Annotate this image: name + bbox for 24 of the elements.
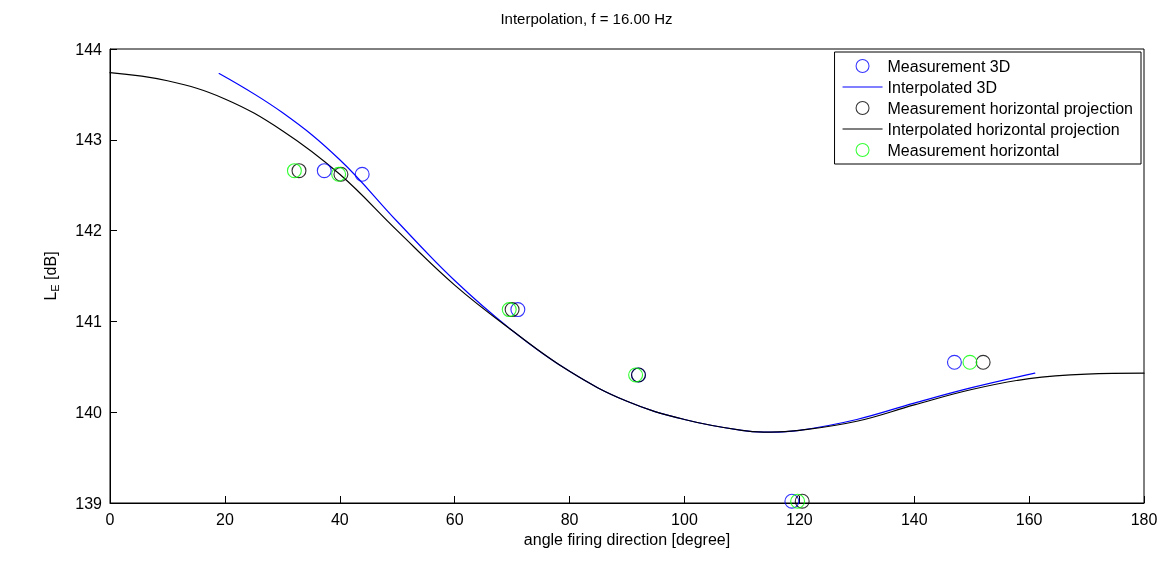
legend-label: Interpolated horizontal projection xyxy=(887,120,1120,138)
chart-title: Interpolation, f = 16.00 Hz xyxy=(500,10,673,27)
x-tick-label: 40 xyxy=(330,510,349,528)
x-tick-label: 20 xyxy=(215,510,234,528)
x-tick-label: 100 xyxy=(671,510,698,528)
x-tick-label: 80 xyxy=(560,510,579,528)
legend-label: Measurement horizontal xyxy=(887,141,1060,159)
x-axis-title: angle firing direction [degree] xyxy=(523,531,731,549)
legend-label: Interpolated 3D xyxy=(887,78,997,96)
x-tick-label: 120 xyxy=(785,510,813,528)
legend-label: Measurement horizontal projection xyxy=(887,99,1134,117)
y-tick-label: 142 xyxy=(75,222,103,240)
y-tick-label: 143 xyxy=(75,131,103,149)
legend-label: Measurement 3D xyxy=(887,57,1011,75)
x-tick-label: 160 xyxy=(1015,510,1043,528)
x-tick-label: 140 xyxy=(900,510,928,528)
x-tick-label: 180 xyxy=(1130,510,1158,528)
x-tick-label: 0 xyxy=(105,510,115,528)
y-tick-label: 139 xyxy=(75,494,103,512)
y-axis-title: LE [dB] xyxy=(42,251,61,301)
y-tick-label: 144 xyxy=(75,40,103,58)
x-tick-label: 60 xyxy=(445,510,464,528)
y-tick-label: 141 xyxy=(75,312,103,330)
y-tick-label: 140 xyxy=(75,403,103,421)
